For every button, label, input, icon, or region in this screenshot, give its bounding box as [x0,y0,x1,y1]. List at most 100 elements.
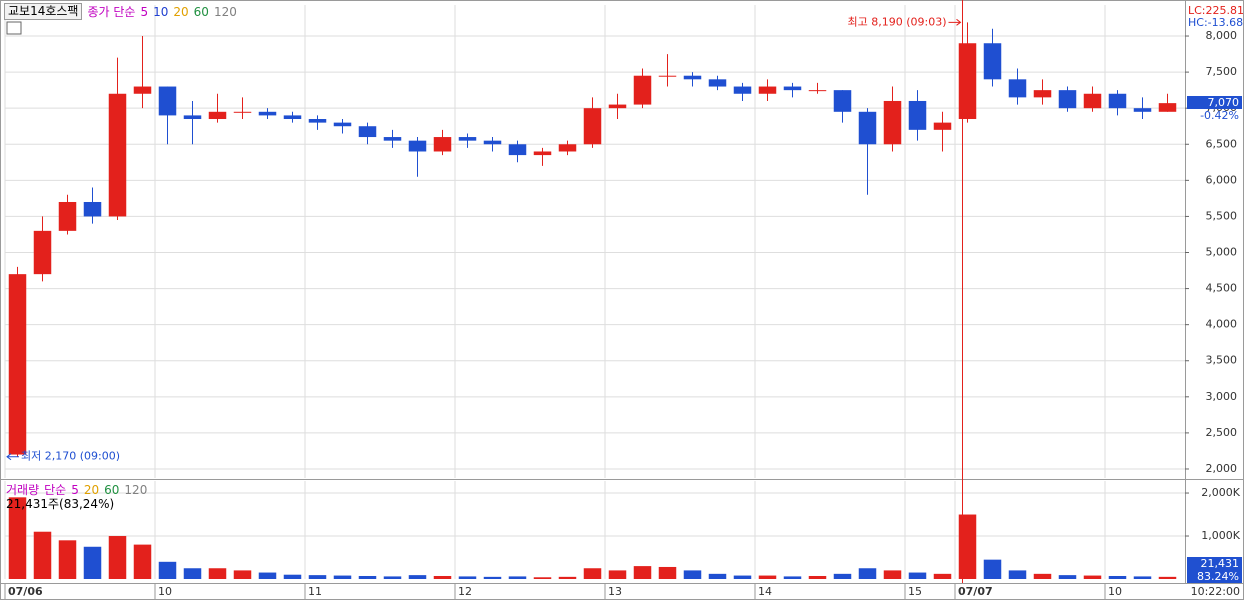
candle-body [933,122,952,130]
volume-bar [1083,575,1102,579]
y-tick-label: 8,000 [1206,29,1238,42]
x-tick-label: 11 [308,585,322,598]
candle-body [633,75,652,105]
y-tick-label: 4,000 [1206,318,1238,331]
candle-body [233,111,252,113]
volume-bar [208,568,227,579]
candle-body [983,43,1002,80]
volume-bar [108,536,127,579]
candle-body [208,111,227,120]
candle-body [1133,108,1152,112]
y-tick-label: 7,500 [1206,65,1238,78]
volume-bar [1033,573,1052,579]
legend-label: 종가 단순 [87,5,136,19]
legend-item: 120 [213,4,237,19]
volume-bar [258,572,277,579]
y-tick-label: 2,000 [1206,462,1238,475]
volume-bar [658,566,677,579]
y-tick-label: 3,000 [1206,390,1238,403]
volume-bar [58,540,77,579]
x-tick-label: 07/07 [958,585,993,598]
volume-bar [858,568,877,579]
candle-body [483,140,502,145]
candle-body [83,201,102,217]
annotation: 최저 2,170 (09:00) [21,450,120,463]
candle-body [833,90,852,112]
candle-body [108,93,127,217]
volume-bar [633,566,652,579]
candle-body [1058,90,1077,109]
volume-bar [233,570,252,579]
volume-legend: 거래량 단순 5 20 60 120 [6,481,147,498]
volume-bar [908,572,927,579]
candle-body [858,111,877,145]
volume-bar [808,575,827,579]
volume-bar [833,573,852,579]
hc: HC:-13.68 [1188,16,1243,29]
y-tick-label: 2,000K [1201,486,1240,499]
last-price: 7,070 [1187,96,1242,110]
symbol[interactable]: 교보14호스팩 [4,3,83,20]
volume-bar [433,575,452,579]
candle-body [608,104,627,109]
grid [4,5,1185,579]
y-tick-label: 1,000K [1201,529,1240,542]
candle-body [583,108,602,145]
annotation: 최고 8,190 (09:03) [847,15,946,28]
legend-item: 5 [140,4,149,19]
candle-body [533,151,552,156]
volume-bar [83,546,102,579]
volume-bar [1008,570,1027,579]
candle-body [783,86,802,91]
candle-body [658,75,677,77]
volume-bar [583,568,602,579]
arrow [6,453,19,461]
volume-bar [958,514,977,579]
volume-bar [983,559,1002,579]
candle-body [708,79,727,87]
candle-body [358,126,377,138]
legend-item: 20 [173,4,189,19]
x-tick-label: 13 [608,585,622,598]
x-tick-label: 12 [458,585,472,598]
legend-item: 20 [83,482,100,497]
volume-bar [508,576,527,579]
volume-bar [408,575,427,579]
candle-body [8,274,27,455]
volume-bar [758,575,777,579]
y-tick-label: 5,500 [1206,209,1238,222]
candle-body [458,137,477,141]
candle-body [558,144,577,152]
volume-bar [33,531,52,579]
candle-body [1158,103,1177,112]
time: 10:22:00 [1191,585,1240,598]
ratio: 83.24% [1187,570,1242,584]
volume-bar [1158,576,1177,579]
y-tick-label: 5,000 [1206,246,1238,259]
volume-bar [158,561,177,579]
volume-info-text: 21,431주(83,24%) [6,497,115,511]
candle-body [133,86,152,94]
volume-bar [733,575,752,579]
legend-item: 120 [124,482,148,497]
candle-body [283,115,302,120]
candle-body [758,86,777,94]
candle-body [33,230,52,275]
legend-item: 60 [104,482,120,497]
volume-bar [8,497,27,579]
candle-body [733,86,752,94]
x-tick-label: 07/06 [8,585,43,598]
volume-bar [308,575,327,579]
x-tick-label: 15 [908,585,922,598]
volume-info: 21,431주(83,24%) [6,495,114,512]
last-volume: 21,431 [1187,557,1242,571]
volume-bar [183,568,202,579]
volume-bar [383,576,402,579]
volume-bar [883,570,902,579]
candle-body [958,43,977,120]
candle-body [308,119,327,123]
icon[interactable] [6,21,22,35]
x-tick-label: 10 [158,585,172,598]
candle-body [183,115,202,120]
